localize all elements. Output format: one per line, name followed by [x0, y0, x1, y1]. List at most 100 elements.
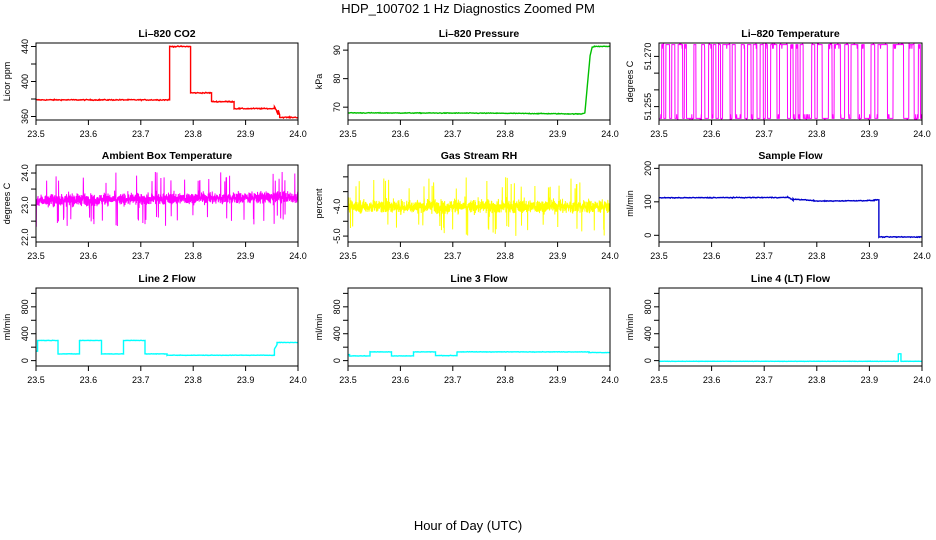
panel-2: Li–820 Pressure kPa 23.5 23.6 23.7 23.8 23.9 24…: [314, 28, 619, 139]
x-tick-label: 24.0: [289, 251, 307, 261]
panel-6: Sample Flow ml/min 23.5 23.6 23.7 23.8 23.9 24.…: [625, 150, 931, 261]
x-tick-label: 23.8: [184, 129, 202, 139]
x-tick-label: 23.7: [132, 129, 150, 139]
x-tick-label: 23.5: [339, 251, 357, 261]
y-tick-label: 70: [332, 102, 342, 112]
y-tick-label: 800: [20, 299, 30, 314]
x-tick-label: 23.5: [339, 129, 357, 139]
series-line: [36, 171, 298, 227]
y-axis-label: degrees C: [625, 60, 635, 102]
y-tick-label: 400: [20, 326, 30, 341]
x-tick-label: 23.5: [339, 375, 357, 385]
x-tick-label: 23.9: [549, 375, 567, 385]
x-tick-label: 23.6: [392, 251, 410, 261]
x-tick-label: 23.6: [703, 251, 721, 261]
y-tick-label: -4.0: [332, 199, 342, 215]
panel-title: Gas Stream RH: [441, 150, 517, 162]
x-tick-label: 24.0: [913, 375, 931, 385]
x-tick-label: 23.7: [444, 129, 462, 139]
series-line: [348, 177, 610, 236]
y-tick-label: 400: [332, 326, 342, 341]
x-tick-label: 23.8: [496, 129, 514, 139]
x-tick-label: 23.6: [392, 129, 410, 139]
panel-title: Line 2 Flow: [138, 273, 196, 285]
x-tick-label: 24.0: [289, 129, 307, 139]
x-tick-label: 23.5: [650, 251, 668, 261]
x-tick-label: 23.8: [808, 375, 826, 385]
x-tick-label: 23.9: [237, 251, 255, 261]
y-tick-label: 800: [643, 299, 653, 314]
x-tick-label: 23.9: [861, 375, 879, 385]
y-tick-label: -5.0: [332, 228, 342, 244]
y-tick-label: 90: [332, 45, 342, 55]
y-tick-label: 0: [643, 233, 653, 238]
x-tick-label: 23.9: [861, 251, 879, 261]
x-tick-label: 23.6: [703, 129, 721, 139]
series-line: [36, 44, 298, 120]
panel-title: Li–820 Pressure: [439, 28, 520, 40]
panel-title: Line 4 (LT) Flow: [751, 273, 831, 285]
x-tick-label: 23.8: [496, 251, 514, 261]
x-tick-label: 23.9: [549, 129, 567, 139]
y-axis-label: percent: [314, 188, 324, 219]
panel-title: Sample Flow: [758, 150, 823, 162]
y-tick-label: 360: [20, 109, 30, 124]
y-tick-label: 400: [643, 326, 653, 341]
y-axis-label: ml/min: [625, 314, 635, 341]
y-tick-label: 400: [20, 74, 30, 89]
x-tick-label: 23.8: [184, 375, 202, 385]
x-tick-label: 23.9: [861, 129, 879, 139]
x-tick-label: 23.7: [755, 375, 773, 385]
y-axis-label: degrees C: [2, 182, 12, 224]
x-tick-label: 23.6: [80, 129, 98, 139]
panel-title: Li–820 CO2: [138, 28, 195, 40]
x-tick-label: 24.0: [913, 251, 931, 261]
y-axis-label: ml/min: [625, 190, 635, 217]
y-tick-label: 23.0: [20, 196, 30, 214]
series-line: [348, 350, 610, 357]
panel-title: Line 3 Flow: [450, 273, 508, 285]
y-tick-label: 22.0: [20, 228, 30, 246]
x-tick-label: 23.6: [392, 375, 410, 385]
plot-frame: [35, 164, 299, 243]
series-line: [659, 195, 922, 239]
panel-7: Line 2 Flow ml/min 23.5 23.6 23.7 23.8 23.9 24.…: [2, 273, 307, 385]
x-tick-label: 23.7: [132, 251, 150, 261]
plot-frame: [658, 42, 923, 121]
y-tick-label: 800: [332, 299, 342, 314]
series-line: [659, 43, 922, 120]
x-tick-label: 23.5: [27, 251, 45, 261]
x-tick-label: 23.8: [184, 251, 202, 261]
x-tick-label: 24.0: [601, 375, 619, 385]
x-tick-label: 23.9: [237, 375, 255, 385]
panel-9: Line 4 (LT) Flow ml/min 23.5 23.6 23.7 23.8 23…: [625, 273, 931, 385]
plot-frame: [347, 287, 611, 367]
x-tick-label: 23.7: [755, 251, 773, 261]
panel-3: Li–820 Temperature degrees C 23.5 23.6 23.7 2…: [625, 28, 931, 139]
x-tick-label: 23.8: [496, 375, 514, 385]
x-tick-label: 24.0: [289, 375, 307, 385]
plot-frame: [658, 164, 923, 243]
y-tick-label: 24.0: [20, 164, 30, 182]
y-axis-label: ml/min: [314, 314, 324, 341]
y-tick-label: 200: [643, 161, 653, 176]
x-tick-label: 23.5: [650, 375, 668, 385]
y-axis-label: kPa: [314, 74, 324, 90]
x-tick-label: 23.8: [808, 129, 826, 139]
series-line: [659, 353, 922, 363]
series-line: [36, 339, 298, 357]
x-tick-label: 24.0: [601, 251, 619, 261]
x-tick-label: 23.6: [703, 375, 721, 385]
plot-frame: [347, 164, 611, 243]
y-tick-label: 100: [643, 194, 653, 209]
x-tick-label: 23.6: [80, 251, 98, 261]
page-title: HDP_100702 1 Hz Diagnostics Zoomed PM: [341, 1, 595, 16]
x-tick-label: 24.0: [601, 129, 619, 139]
x-tick-label: 23.7: [755, 129, 773, 139]
x-tick-label: 23.9: [237, 129, 255, 139]
plot-frame: [347, 42, 611, 121]
x-tick-label: 23.8: [808, 251, 826, 261]
panel-1: Li–820 CO2 Licor ppm 23.5 23.6 23.7 23.8 23.9 2…: [2, 28, 307, 139]
plot-frame: [35, 287, 299, 367]
